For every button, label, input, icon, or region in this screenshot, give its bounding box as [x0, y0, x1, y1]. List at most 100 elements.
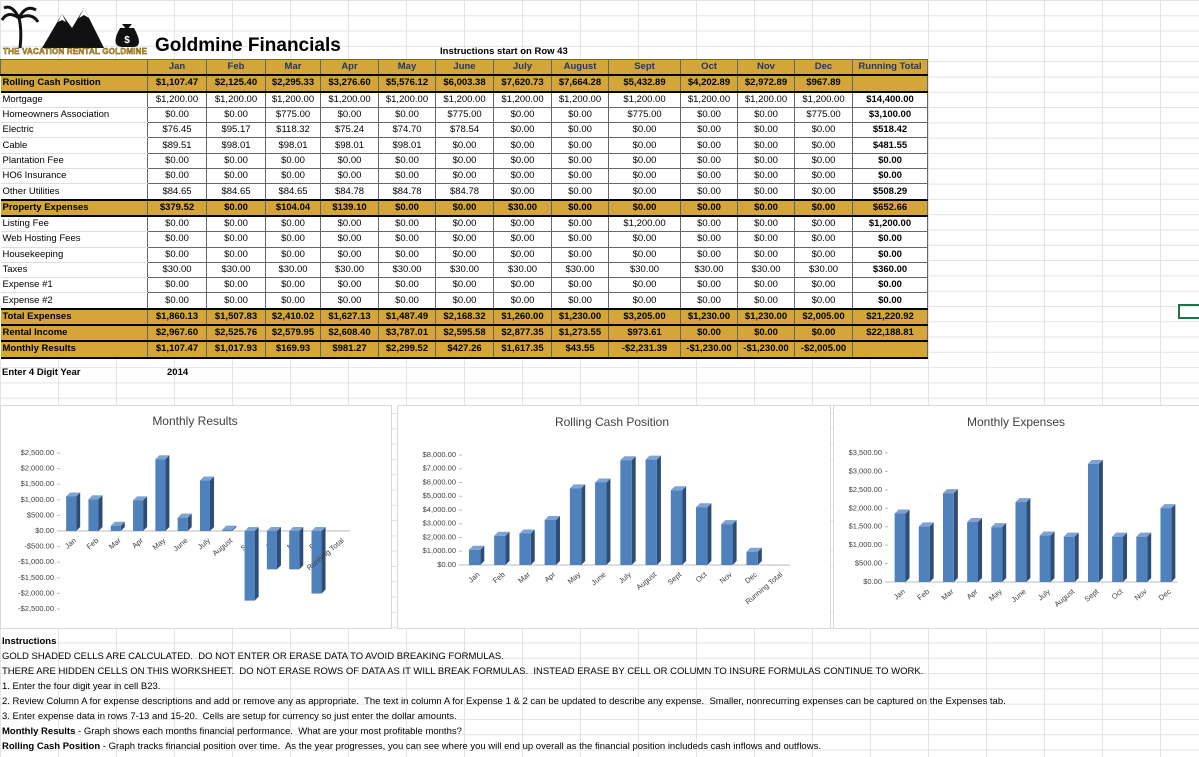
bar [918, 526, 930, 582]
header-row: Jan Feb Mar Apr May June July August Sept Oct Nov D… [0, 59, 928, 76]
total-cell: $22,188.81 [852, 324, 928, 343]
bar-top [967, 518, 983, 523]
x-tick-label: Sept [1083, 586, 1101, 603]
bar [468, 549, 481, 565]
column-header: Feb [206, 59, 266, 76]
cell: $0.00 [680, 277, 738, 294]
table-row: Expense #1 $0.00 $0.00 $0.00 $0.00 $0.00 $0.00… [0, 277, 928, 294]
x-tick-label: Oct [694, 569, 709, 584]
bar [311, 531, 322, 594]
instruction-line: 3. Enter expense data in rows 7-13 and 1… [2, 711, 457, 722]
cell: $0.00 [551, 198, 609, 217]
y-tick-label: $3,000.00 [849, 466, 882, 475]
bar [967, 522, 979, 582]
cell: $1,617.35 [493, 340, 552, 359]
bar [244, 531, 255, 601]
instruction-line: 1. Enter the four digit year in cell B23… [2, 681, 161, 692]
bar-top [494, 531, 510, 536]
y-tick-label: $2,000.00 [423, 532, 456, 541]
cell: $169.93 [265, 340, 321, 359]
year-label: Enter 4 Digit Year [2, 367, 81, 378]
y-tick-label: $1,500.00 [21, 479, 54, 488]
x-tick-label: Apr [130, 536, 145, 551]
cell: $4,202.89 [680, 74, 738, 93]
y-tick-label: -$2,000.00 [18, 588, 54, 597]
cell: $2,410.02 [265, 307, 321, 327]
cell: $139.10 [320, 198, 379, 217]
cell: $2,525.76 [206, 324, 266, 343]
bar [595, 482, 607, 565]
y-tick-label: $0.00 [35, 526, 54, 535]
cell: $2,972.89 [737, 74, 795, 93]
x-tick-label: Mar [107, 536, 123, 552]
bar-top [670, 486, 687, 491]
bar-side [143, 496, 148, 531]
bar-side [276, 527, 281, 570]
bar-side [1098, 459, 1103, 582]
bar [199, 480, 211, 531]
bar-top [569, 484, 586, 489]
instruction-line: 2. Review Column A for expense descripti… [2, 696, 1006, 707]
x-tick-label: Oct [1110, 586, 1125, 601]
bar [133, 500, 144, 531]
bar-top [88, 495, 103, 500]
bar-side [581, 484, 586, 565]
bar-top [918, 522, 934, 527]
cell: $43.55 [551, 340, 609, 359]
cell: $0.00 [206, 277, 266, 294]
note-label: Rolling Cash Position [2, 741, 101, 752]
y-tick-label: $2,000.00 [21, 464, 54, 473]
cell: $1,260.00 [493, 307, 552, 327]
bar [155, 459, 166, 531]
bar [1039, 535, 1051, 582]
x-tick-label: June [171, 536, 189, 553]
instruction-note: Monthly Results - Graph shows each month… [2, 726, 462, 737]
cell: $0.00 [378, 198, 436, 217]
bar [620, 460, 632, 565]
cell: $0.00 [794, 198, 853, 217]
column-header: Nov [737, 59, 795, 76]
x-tick-label: Feb [85, 536, 101, 551]
bar-top [199, 476, 215, 481]
bar-top [544, 515, 560, 520]
bar [1112, 536, 1124, 582]
bar-side [555, 515, 560, 565]
row-label: Rental Income [0, 324, 148, 343]
bar [266, 531, 277, 570]
table-row: Total Expenses $1,860.13 $1,507.83 $2,410.0… [0, 307, 928, 327]
bar [991, 527, 1003, 582]
bar [1015, 502, 1027, 582]
bar-top [1015, 498, 1031, 503]
cell: $0.00 [551, 277, 609, 294]
bar-side [953, 489, 958, 582]
cell: $104.04 [265, 198, 321, 217]
x-tick-label: Mar [516, 570, 532, 586]
table-row: Housekeeping $0.00 $0.00 $0.00 $0.00 $0.00 $0.… [0, 246, 928, 263]
note: Instructions start on Row 43 [440, 46, 568, 57]
y-tick-label: $500.00 [855, 559, 882, 568]
row-label: Rolling Cash Position [0, 74, 148, 93]
bar-top [519, 529, 535, 534]
cell: $0.00 [265, 277, 321, 294]
cell: $1,107.47 [147, 340, 207, 359]
bar-side [232, 525, 237, 531]
selected-cell[interactable] [1178, 304, 1199, 319]
year-value[interactable]: 2014 [167, 367, 189, 378]
empty-cell [852, 74, 928, 93]
bar [746, 551, 758, 565]
bar-side [254, 527, 259, 601]
column-header: August [551, 59, 609, 76]
cell: $0.00 [551, 168, 609, 185]
bar [88, 499, 99, 531]
bar-side [210, 476, 215, 531]
table-row: Homeowners Association $0.00 $0.00 $775.00 $… [0, 106, 928, 124]
charts: Monthly Results -$2,500.00 -$2,000.00 -$1,5… [18, 414, 1178, 613]
x-tick-label: Apr [542, 570, 557, 585]
bar-side [1002, 523, 1007, 582]
x-tick-label: June [1010, 587, 1028, 604]
bar-side [505, 531, 510, 565]
bar [721, 524, 733, 565]
x-tick-label: August [634, 569, 658, 591]
bar [289, 531, 300, 570]
cell: $0.00 [737, 324, 795, 343]
